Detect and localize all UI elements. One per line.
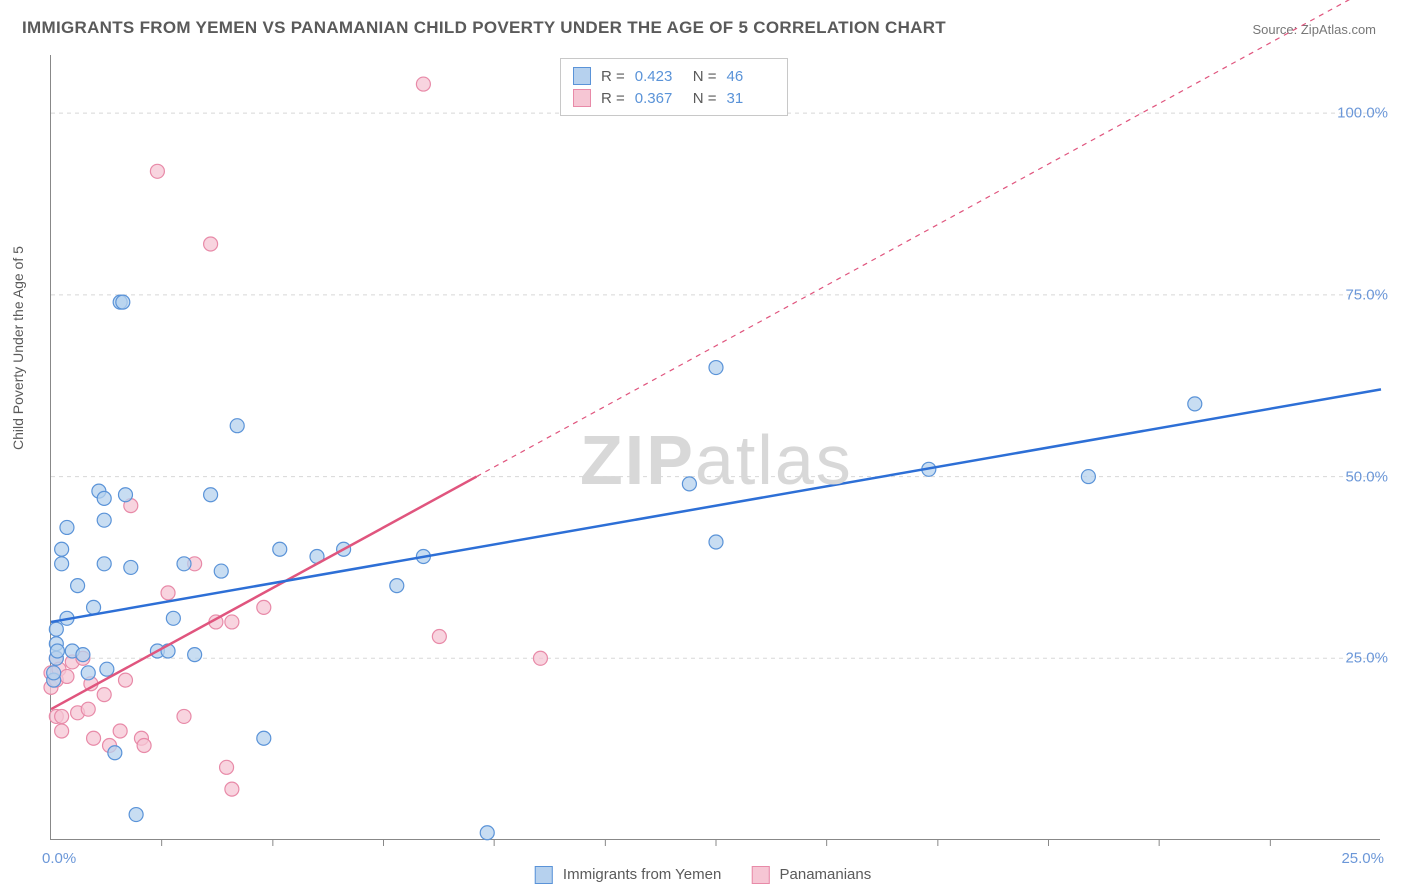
legend-item: Immigrants from Yemen [535, 866, 722, 884]
stat-n-value: 31 [727, 90, 775, 107]
stat-label: R = [601, 90, 625, 107]
legend-bottom: Immigrants from Yemen Panamanians [535, 866, 871, 884]
y-axis-label: Child Poverty Under the Age of 5 [10, 246, 26, 450]
legend-label: Immigrants from Yemen [563, 866, 721, 883]
legend-swatch-icon [751, 866, 769, 884]
stat-label: N = [693, 68, 717, 85]
legend-swatch-icon [573, 67, 591, 85]
source-label: Source: ZipAtlas.com [1252, 22, 1376, 37]
stats-row: R = 0.423 N = 46 [573, 65, 775, 87]
plot-svg [51, 55, 1380, 839]
stat-label: R = [601, 68, 625, 85]
y-tick-label: 50.0% [1345, 468, 1388, 485]
stats-legend: R = 0.423 N = 46 R = 0.367 N = 31 [560, 58, 788, 116]
x-axis-max-label: 25.0% [1341, 850, 1384, 867]
x-axis-min-label: 0.0% [42, 850, 76, 867]
stat-r-value: 0.423 [635, 68, 683, 85]
stat-r-value: 0.367 [635, 90, 683, 107]
plot-area [50, 55, 1380, 840]
legend-item: Panamanians [751, 866, 871, 884]
stat-label: N = [693, 90, 717, 107]
legend-swatch-icon [573, 89, 591, 107]
chart-title: IMMIGRANTS FROM YEMEN VS PANAMANIAN CHIL… [22, 18, 946, 38]
y-tick-label: 100.0% [1337, 105, 1388, 122]
stats-row: R = 0.367 N = 31 [573, 87, 775, 109]
legend-label: Panamanians [780, 866, 872, 883]
legend-swatch-icon [535, 866, 553, 884]
stat-n-value: 46 [727, 68, 775, 85]
y-tick-label: 75.0% [1345, 286, 1388, 303]
y-tick-label: 25.0% [1345, 650, 1388, 667]
